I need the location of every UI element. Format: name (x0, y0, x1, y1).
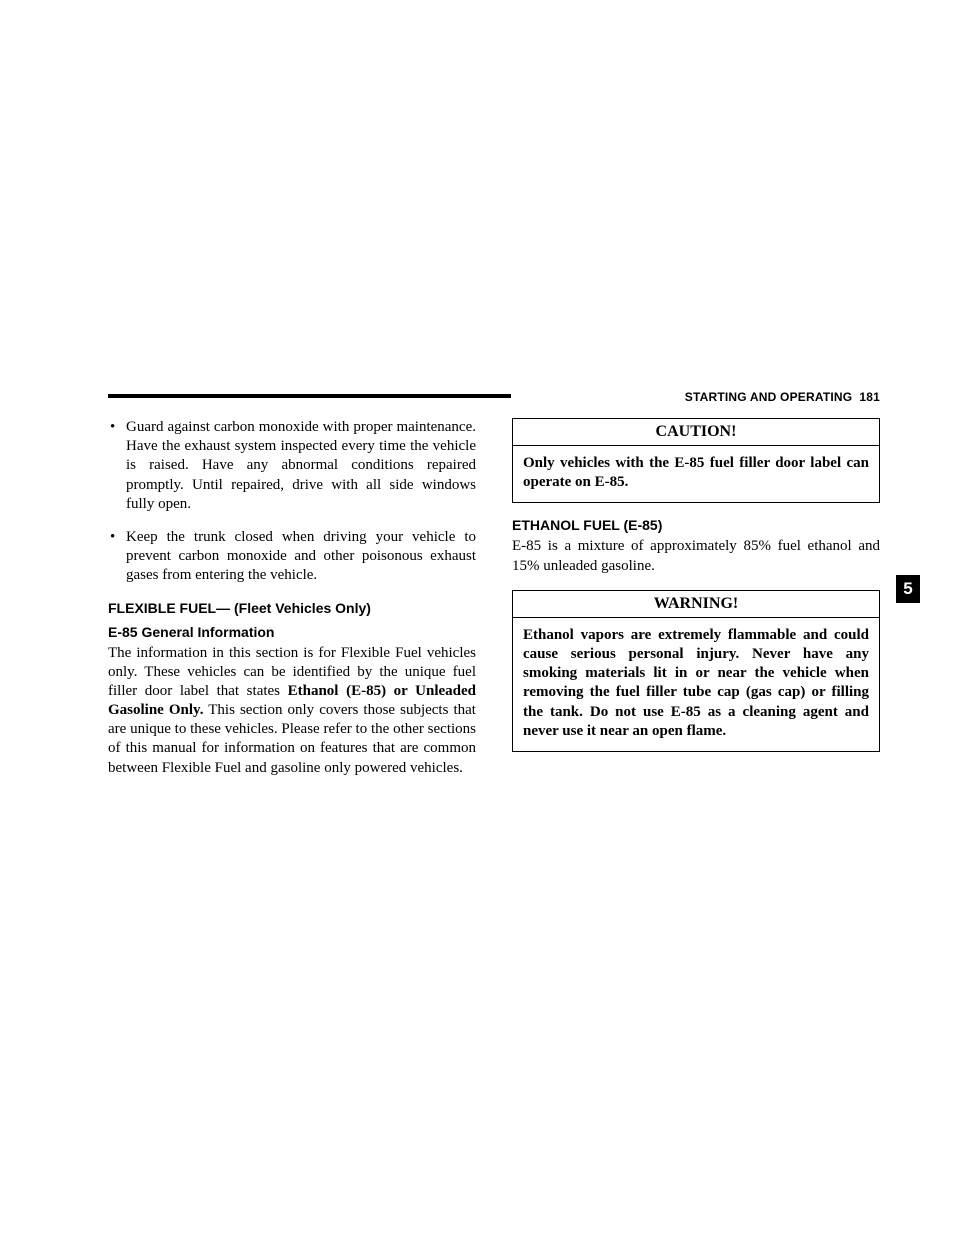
warning-box: WARNING! Ethanol vapors are extremely fl… (512, 590, 880, 752)
warning-body: Ethanol vapors are extremely flammable a… (513, 618, 879, 751)
caution-box: CAUTION! Only vehicles with the E-85 fue… (512, 418, 880, 503)
caution-title: CAUTION! (656, 419, 737, 445)
bullet-list: Guard against carbon monoxide with prope… (108, 418, 476, 586)
warning-title-row: WARNING! (513, 591, 879, 618)
running-header: STARTING AND OPERATING 181 (108, 390, 880, 402)
header-section-title: STARTING AND OPERATING (685, 390, 853, 404)
ethanol-paragraph: E-85 is a mixture of approximately 85% f… (512, 537, 880, 575)
left-column: Guard against carbon monoxide with prope… (108, 418, 476, 778)
header-text: STARTING AND OPERATING 181 (685, 390, 880, 404)
body-paragraph: The information in this section is for F… (108, 644, 476, 778)
ethanol-heading: ETHANOL FUEL (E-85) (512, 517, 880, 533)
header-page-number: 181 (859, 390, 880, 404)
bullet-item: Keep the trunk closed when driving your … (108, 528, 476, 586)
right-column: CAUTION! Only vehicles with the E-85 fue… (512, 418, 880, 778)
section-heading: FLEXIBLE FUEL— (Fleet Vehicles Only) (108, 600, 476, 616)
chapter-tab: 5 (896, 575, 920, 603)
bullet-item: Guard against carbon monoxide with prope… (108, 418, 476, 514)
header-rule (108, 394, 511, 398)
caution-body: Only vehicles with the E-85 fuel filler … (513, 446, 879, 502)
page: STARTING AND OPERATING 181 Guard against… (0, 0, 954, 1235)
caution-title-row: CAUTION! (513, 419, 879, 446)
content-columns: Guard against carbon monoxide with prope… (108, 418, 880, 778)
warning-title: WARNING! (654, 591, 738, 617)
sub-heading: E-85 General Information (108, 624, 476, 640)
